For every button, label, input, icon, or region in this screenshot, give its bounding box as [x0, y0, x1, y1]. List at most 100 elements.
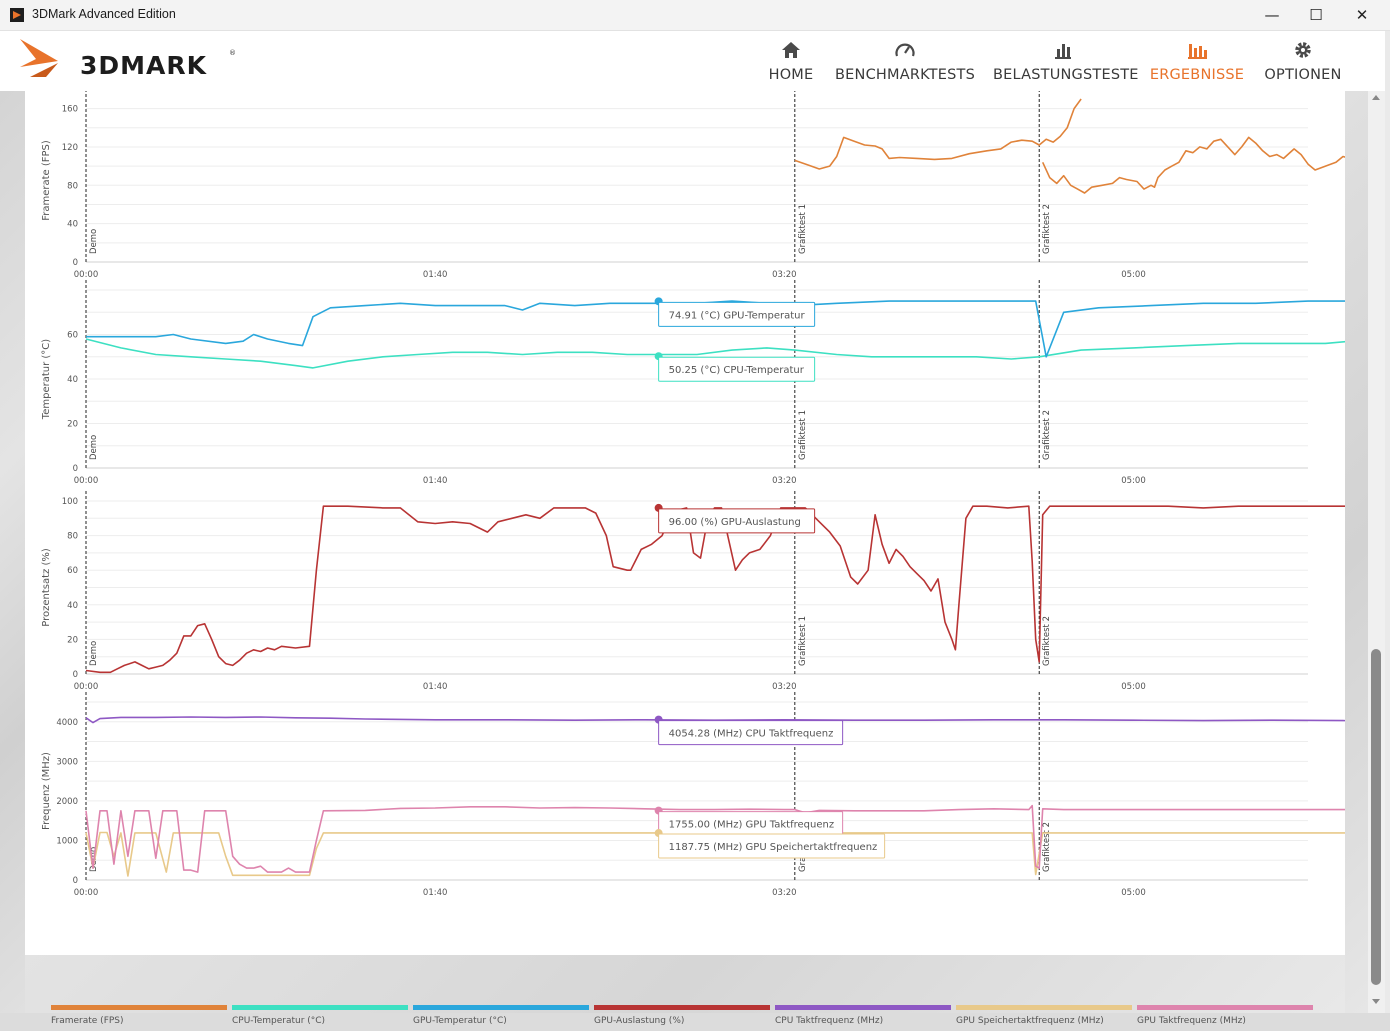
- test-marker-label: Demo: [89, 435, 99, 460]
- minimize-button[interactable]: —: [1264, 6, 1280, 24]
- background-pattern-right: [1345, 91, 1368, 1013]
- y-tick-label: 80: [67, 532, 78, 542]
- window-title: 3DMark Advanced Edition: [32, 7, 176, 21]
- series-line: [85, 804, 1390, 873]
- series-line: [85, 716, 1390, 724]
- close-button[interactable]: ✕: [1355, 6, 1369, 24]
- tooltip-box: [658, 720, 844, 746]
- test-marker-label: Grafiktest 1: [798, 616, 808, 666]
- series-line: [85, 329, 1390, 369]
- y-tick-label: 160: [62, 105, 78, 115]
- series-line: [86, 300, 1390, 358]
- vertical-scrollbar[interactable]: [1368, 91, 1385, 1013]
- legend-swatch: [956, 1005, 1132, 1010]
- tooltip-box: [658, 833, 886, 859]
- x-tick-label: 03:20: [772, 270, 797, 280]
- results-bar-chart-icon: [1188, 44, 1207, 59]
- test-marker-label: Grafiktest 1: [798, 204, 808, 254]
- legend-label: CPU-Temperatur (°C): [232, 1016, 326, 1026]
- logo-registered: ®: [229, 49, 236, 57]
- title-bar: 3DMark Advanced Edition — ☐ ✕: [0, 0, 1390, 31]
- x-tick-label: 01:40: [423, 270, 448, 280]
- y-tick-label: 60: [67, 566, 78, 576]
- nav-belastungsteste-label: BELASTUNGSTESTE: [993, 67, 1139, 83]
- x-tick-label: 00:00: [74, 888, 99, 898]
- test-marker-label: Grafiktest 2: [1042, 616, 1052, 666]
- tooltip-text: 50.25 (°C) CPU-Temperatur: [669, 365, 805, 376]
- legend-label: GPU-Auslastung (%): [594, 1016, 685, 1026]
- nav-belastungsteste[interactable]: BELASTUNGSTESTE: [993, 31, 1139, 91]
- x-tick-label: 01:40: [423, 476, 448, 486]
- 3dmark-app-icon: [10, 8, 24, 22]
- y-tick-label: 60: [67, 331, 78, 341]
- y-tick-label: 120: [62, 143, 78, 153]
- tooltip-text: 1187.75 (MHz) GPU Speichertaktfrequenz: [669, 842, 878, 853]
- background-pattern-left: [0, 91, 25, 1013]
- series-line: [85, 505, 1390, 674]
- monitoring-charts: 0 40 80 120 160 Framerate (FPS) 00:00 01:40 03:2…: [41, 89, 1390, 898]
- 3dmark-logo[interactable]: 3DMARK ®: [18, 37, 236, 83]
- tooltip-box: [658, 301, 816, 327]
- y-tick-label: 4000: [56, 718, 78, 728]
- monitoring-panel: 0 40 80 120 160 Framerate (FPS) 00:00 01:40 03:2…: [25, 89, 1390, 1026]
- test-marker-label: Grafiktest 2: [1042, 410, 1052, 460]
- tooltip-text: 96.00 (%) GPU-Auslastung: [669, 517, 801, 528]
- tooltip-box: [658, 356, 816, 382]
- y-tick-label: 0: [73, 876, 78, 886]
- series-line: [1041, 136, 1390, 194]
- legend-label: CPU Taktfrequenz (MHz): [775, 1016, 884, 1026]
- legend-swatch: [232, 1005, 408, 1010]
- legend-swatch: [594, 1005, 770, 1010]
- tooltip-box: [658, 508, 816, 534]
- test-marker-label: Demo: [89, 229, 99, 254]
- y-tick-label: 40: [67, 220, 78, 230]
- legend-label: Framerate (FPS): [51, 1016, 124, 1026]
- nav-benchmarktests[interactable]: BENCHMARKTESTS: [835, 31, 975, 91]
- nav-optionen[interactable]: OPTIONEN: [1260, 31, 1346, 91]
- y-tick-label: 20: [67, 635, 78, 645]
- x-tick-label: 01:40: [423, 888, 448, 898]
- window-edge: [1385, 31, 1390, 1013]
- y-tick-label: 40: [67, 375, 78, 385]
- x-tick-label: 00:00: [74, 270, 99, 280]
- legend-label: GPU Taktfrequenz (MHz): [1137, 1016, 1246, 1026]
- x-tick-label: 03:20: [772, 888, 797, 898]
- maximize-button[interactable]: ☐: [1309, 6, 1323, 24]
- y-tick-label: 80: [67, 181, 78, 191]
- scroll-up-arrow-icon[interactable]: [1372, 95, 1380, 100]
- y-axis-label: Temperatur (°C): [41, 339, 52, 420]
- y-tick-label: 3000: [56, 757, 78, 767]
- y-axis-label: Frequenz (MHz): [41, 752, 52, 830]
- legend-swatch: [413, 1005, 589, 1010]
- scrollbar-thumb[interactable]: [1371, 649, 1381, 985]
- test-marker-label: Grafiktest 2: [1042, 822, 1052, 872]
- tooltip-text: 74.91 (°C) GPU-Temperatur: [669, 310, 806, 321]
- tooltip-text: 1755.00 (MHz) GPU Taktfrequenz: [669, 820, 834, 831]
- speedometer-icon: [895, 43, 915, 57]
- nav-ergebnisse-label: ERGEBNISSE: [1149, 67, 1245, 83]
- nav-optionen-label: OPTIONEN: [1264, 67, 1342, 83]
- x-tick-label: 01:40: [423, 682, 448, 692]
- nav-home[interactable]: HOME: [761, 31, 821, 91]
- test-marker-label: Demo: [89, 641, 99, 666]
- legend-label: GPU-Temperatur (°C): [413, 1016, 507, 1026]
- series-line: [85, 831, 1390, 877]
- background-pattern-bottom: [25, 955, 1345, 1013]
- legend-swatch: [51, 1005, 227, 1010]
- series-line: [794, 98, 1082, 170]
- x-tick-label: 00:00: [74, 476, 99, 486]
- y-axis-label: Framerate (FPS): [41, 140, 52, 221]
- nav-ergebnisse[interactable]: ERGEBNISSE: [1148, 31, 1246, 91]
- app-header: 3DMARK ® HOME BENCHMARKTESTS BELASTUNGST…: [0, 31, 1390, 91]
- y-tick-label: 40: [67, 601, 78, 611]
- x-tick-label: 05:00: [1121, 682, 1146, 692]
- y-tick-label: 0: [73, 258, 78, 268]
- legend-swatch: [1137, 1005, 1313, 1010]
- x-tick-label: 05:00: [1121, 476, 1146, 486]
- y-tick-label: 20: [67, 420, 78, 430]
- x-tick-label: 03:20: [772, 476, 797, 486]
- tooltip-text: 4054.28 (MHz) CPU Taktfrequenz: [669, 729, 834, 740]
- y-tick-label: 0: [73, 670, 78, 680]
- scroll-down-arrow-icon[interactable]: [1372, 999, 1380, 1004]
- x-tick-label: 05:00: [1121, 270, 1146, 280]
